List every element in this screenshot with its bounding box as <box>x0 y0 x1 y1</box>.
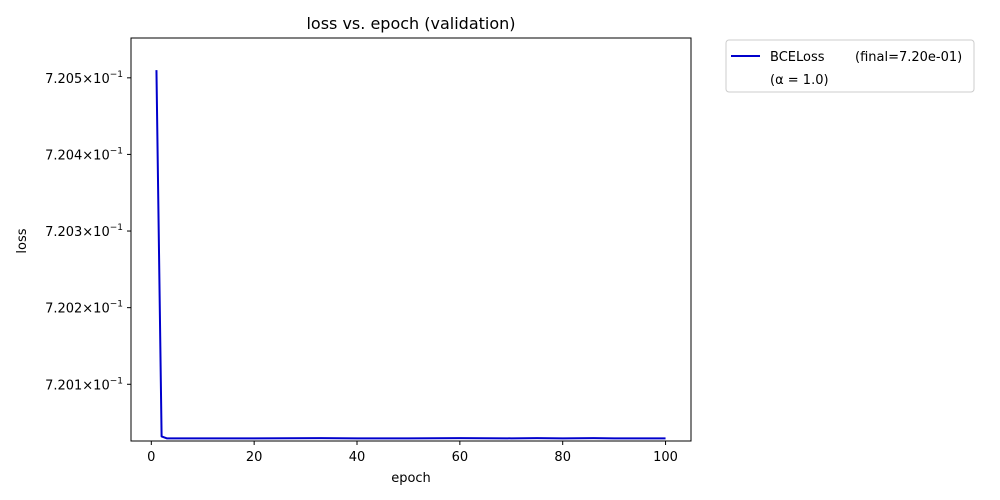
legend: BCELoss (final=7.20e-01) (α = 1.0) <box>725 39 975 93</box>
x-axis: 0 20 40 60 80 100 <box>147 441 678 465</box>
x-tick-label: 80 <box>554 450 571 465</box>
y-tick-label: 7.202×10−1 <box>45 300 123 317</box>
x-axis-label: epoch <box>391 471 431 486</box>
legend-final-value: (final=7.20e-01) <box>855 50 962 65</box>
y-tick-label: 7.204×10−1 <box>45 146 123 163</box>
x-tick-label: 60 <box>452 450 469 465</box>
y-tick-label: 7.205×10−1 <box>45 70 123 87</box>
x-tick-label: 0 <box>147 450 155 465</box>
legend-box <box>725 39 975 93</box>
y-axis-label: loss <box>15 228 30 253</box>
legend-alpha: (α = 1.0) <box>770 73 829 88</box>
series-layer <box>155 70 666 440</box>
chart-title: loss vs. epoch (validation) <box>306 14 515 33</box>
x-tick-label: 40 <box>349 450 366 465</box>
y-tick-label: 7.201×10−1 <box>45 376 123 393</box>
y-tick-label: 7.203×10−1 <box>45 223 123 240</box>
x-tick-label: 100 <box>653 450 678 465</box>
series-line-bceloss <box>155 70 666 440</box>
x-tick-label: 20 <box>246 450 263 465</box>
y-axis: 7.201×10−1 7.202×10−1 7.203×10−1 7.204×10−1… <box>45 70 131 393</box>
legend-label-bceloss: BCELoss <box>770 50 825 65</box>
plot-area <box>130 37 692 442</box>
